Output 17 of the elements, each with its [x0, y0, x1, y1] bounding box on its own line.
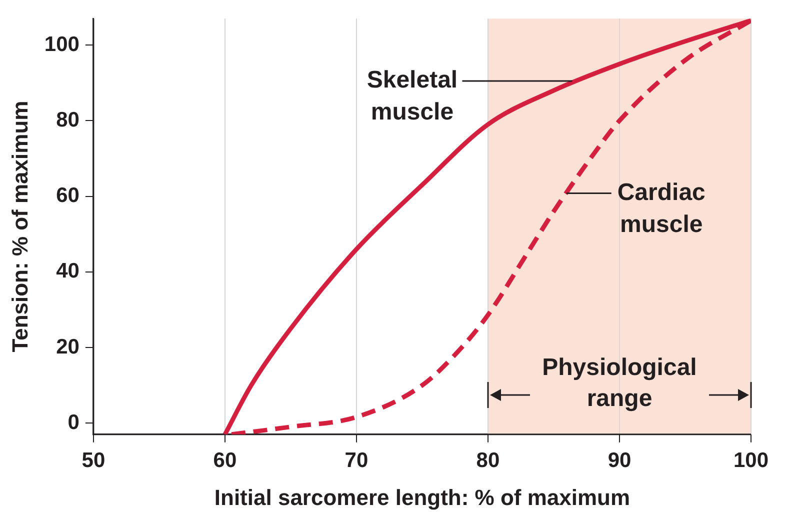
x-tick-label: 50 [82, 448, 106, 472]
series-label: Skeletal muscle [366, 66, 458, 126]
x-tick-label: 80 [476, 448, 500, 472]
x-axis-title: Initial sarcomere length: % of maximum [214, 484, 630, 510]
y-tick-label: 100 [44, 32, 80, 56]
x-tick-label: 70 [344, 448, 368, 472]
y-tick-label: 0 [68, 410, 80, 434]
band-label: Physiological range [542, 354, 697, 412]
y-tick-label: 40 [56, 260, 80, 283]
y-tick-label: 60 [56, 184, 80, 208]
y-axis-title: Tension: % of maximum [7, 100, 32, 352]
y-tick-label: 20 [56, 335, 80, 358]
x-tick-label: 100 [733, 448, 769, 472]
x-tick-label: 90 [608, 448, 632, 472]
y-tick-label: 80 [56, 108, 80, 132]
series-label: Cardiac muscle [617, 178, 706, 238]
x-tick-label: 60 [213, 448, 237, 472]
